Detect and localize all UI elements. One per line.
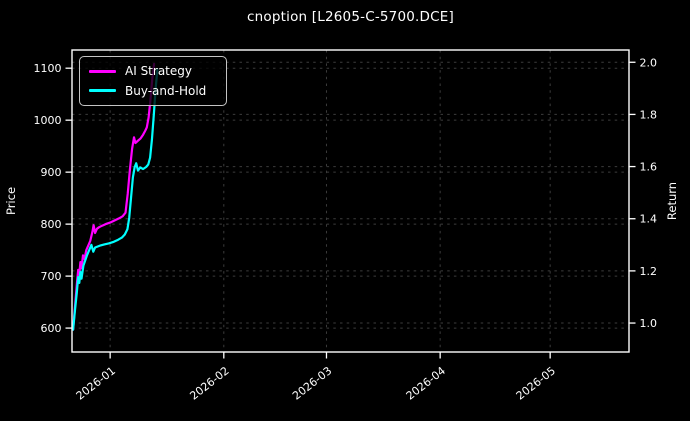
price-tick-label: 900	[41, 166, 62, 179]
chart-title: cnoption [L2605-C-5700.DCE]	[247, 9, 454, 25]
legend-item-buy-and-hold: Buy-and-Hold	[89, 84, 226, 98]
buy-and-hold-label: Buy-and-Hold	[125, 83, 207, 98]
date-tick-label: 2026-02	[187, 364, 231, 403]
legend: AI Strategy Buy-and-Hold	[79, 56, 227, 106]
return-tick-label: 1.8	[640, 108, 658, 121]
return-tick-label: 1.6	[640, 161, 658, 174]
return-tick-label: 1.2	[640, 265, 658, 278]
grid-layer	[72, 50, 629, 352]
series-line-buy-and-hold	[71, 68, 159, 331]
ai-strategy-line-swatch	[89, 70, 116, 73]
price-tick-label: 800	[41, 218, 62, 231]
return-tick-label: 1.0	[640, 317, 658, 330]
return-tick-label: 2.0	[640, 56, 658, 69]
y-axis-label-return: Return	[665, 182, 679, 220]
date-tick-label: 2026-04	[404, 364, 448, 403]
price-tick-label: 1000	[34, 114, 62, 127]
series-line-ai-strategy	[71, 62, 156, 331]
price-tick-label: 600	[41, 322, 62, 335]
y-axis-label-price: Price	[4, 187, 18, 215]
date-tick-label: 2026-05	[514, 364, 558, 403]
plot-border	[71, 49, 630, 353]
price-tick-label: 700	[41, 270, 62, 283]
series-layer	[71, 62, 159, 331]
date-tick-label: 2026-01	[74, 364, 118, 403]
buy-and-hold-line-swatch	[89, 89, 116, 92]
return-tick-label: 1.4	[640, 213, 658, 226]
date-tick-label: 2026-03	[290, 364, 334, 403]
price-tick-label: 1100	[34, 62, 62, 75]
legend-item-ai-strategy: AI Strategy	[89, 64, 226, 78]
ai-strategy-label: AI Strategy	[125, 64, 192, 79]
